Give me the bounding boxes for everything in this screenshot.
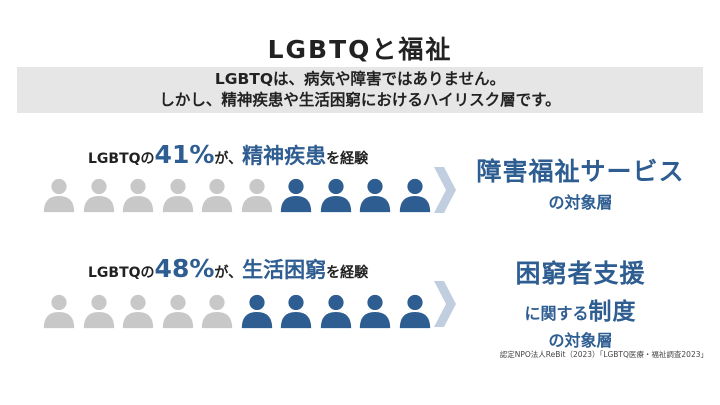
person-icon [238,176,276,214]
row-1-label: LGBTQの41%が、精神疾患を経験 [88,140,368,170]
person-icon [238,292,276,330]
person-icon [80,292,118,330]
banner-line-2: しかし、精神疾患や生活困窮におけるハイリスク層です。 [159,91,561,109]
row-2-label: LGBTQの48%が、生活困窮を経験 [88,254,368,284]
row-2-result-mid-strong: 制度 [588,299,637,325]
person-icon [198,292,236,330]
row-1-result-big: 障害福祉サービス [476,157,685,186]
person-icon [159,292,197,330]
row-1-chevron-icon [434,167,456,213]
person-icon [119,292,157,330]
person-icon [80,176,118,214]
source-citation: 認定NPO法人ReBit（2023）「LGBTQ医療・福祉調査2023」 [499,350,708,359]
row-2-percent: 48% [154,254,215,283]
person-icon [277,176,315,214]
person-icon [119,176,157,214]
row-2-chevron-icon [434,281,456,327]
row-1-mid: が、 [214,151,243,167]
person-icon [396,292,434,330]
person-icon [356,292,394,330]
row-1-result: 障害福祉サービス の対象層 [468,152,693,213]
page-title: LGBTQと福祉 [267,35,453,64]
banner: LGBTQは、病気や障害ではありません。 しかし、精神疾患や生活困窮におけるハイ… [17,67,703,113]
row-1-people [40,176,435,214]
row-1-suffix: を経験 [326,151,369,167]
person-icon [396,176,434,214]
person-icon [40,176,78,214]
row-1-prefix: LGBTQの [88,151,155,167]
row-2-highlight: 生活困窮 [242,258,327,282]
person-icon [277,292,315,330]
row-2-result-big: 困窮者支援 [515,259,646,288]
person-icon [40,292,78,330]
row-2-result-small: の対象層 [548,331,613,350]
row-2-result-mid-lead: に関する [524,304,589,323]
person-icon [317,292,355,330]
row-2-result: 困窮者支援 に関する制度 の対象層 [468,254,693,351]
person-icon [356,176,394,214]
row-1-result-small: の対象層 [548,193,613,212]
row-2-result-mid: に関する制度 [468,292,693,326]
row-2-people [40,292,435,330]
row-2-prefix: LGBTQの [88,265,155,281]
row-1-highlight: 精神疾患 [242,144,327,168]
banner-line-1: LGBTQは、病気や障害ではありません。 [214,70,506,88]
row-2-suffix: を経験 [326,265,369,281]
person-icon [159,176,197,214]
row-2-mid: が、 [214,265,243,281]
row-1-percent: 41% [154,140,215,169]
person-icon [198,176,236,214]
person-icon [317,176,355,214]
